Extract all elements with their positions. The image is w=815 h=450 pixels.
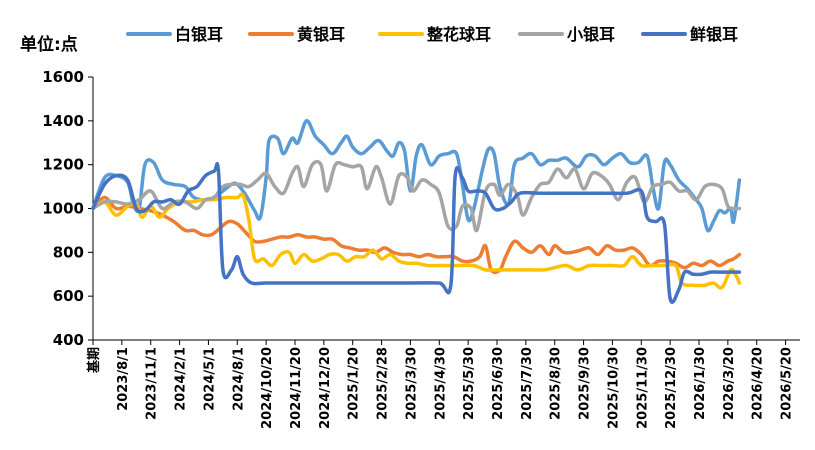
x-tick-label: 2026/1/30 [693, 347, 708, 420]
x-tick-label: 2025/12/30 [664, 347, 679, 429]
x-tick-label: 2025/11/30 [635, 347, 650, 429]
y-tick-label: 1000 [42, 200, 84, 218]
x-tick-label: 2024/12/20 [318, 347, 333, 429]
series-group [91, 119, 742, 304]
series-line-4 [91, 159, 742, 233]
y-tick-label: 400 [53, 331, 84, 349]
y-tick-label: 600 [53, 287, 84, 305]
x-tick-label: 2025/5/30 [462, 347, 477, 420]
series-line-1 [91, 119, 742, 233]
x-tick-label: 2024/8/1 [231, 347, 246, 411]
x-tick-label: 2023/8/1 [116, 347, 131, 411]
x-tick-label: 2026/5/20 [780, 347, 795, 420]
x-tick-label: 基期 [86, 347, 102, 374]
x-tick-label: 2025/3/30 [404, 347, 419, 420]
series-line-3 [91, 192, 742, 290]
legend-label: 鲜银耳 [690, 25, 738, 44]
legend-label: 白银耳 [175, 25, 223, 44]
x-tick-label: 2024/5/1 [202, 347, 217, 411]
series-line-5 [91, 162, 742, 304]
x-tick-label: 2026/3/20 [722, 347, 737, 420]
x-tick-label: 2024/2/1 [174, 347, 189, 411]
y-tick-label: 1600 [42, 68, 84, 86]
x-tick-label: 2024/10/20 [260, 347, 275, 429]
x-tick-label: 2025/6/30 [491, 347, 506, 420]
legend: 白银耳 黄银耳 整花球耳 小银耳 鲜银耳 [126, 25, 738, 44]
x-tick-label: 2024/11/20 [289, 347, 304, 429]
y-tick-label: 1400 [42, 112, 84, 130]
unit-label: 单位:点 [20, 34, 78, 55]
legend-label: 小银耳 [567, 25, 615, 44]
legend-label: 整花球耳 [426, 25, 491, 44]
x-tick-label: 2025/1/20 [347, 347, 362, 420]
x-tick-label: 2025/9/30 [578, 347, 593, 420]
x-tick-label: 2023/11/1 [145, 347, 160, 420]
y-axis: 400 600 800 1000 1200 1400 1600 [42, 68, 94, 349]
series-line-2 [91, 195, 742, 274]
x-tick-label: 2025/8/30 [549, 347, 564, 420]
x-axis: 基期 2023/8/1 2023/11/1 2024/2/1 2024/5/1 2024/… [86, 339, 800, 429]
y-tick-label: 800 [53, 243, 84, 261]
x-tick-label: 2025/2/28 [376, 347, 391, 420]
x-tick-label: 2025/10/30 [606, 347, 621, 429]
x-tick-label: 2025/4/30 [433, 347, 448, 420]
legend-label: 黄银耳 [297, 25, 345, 44]
x-tick-label: 2025/7/30 [520, 347, 535, 420]
y-tick-label: 1200 [42, 156, 84, 174]
x-tick-label: 2026/4/20 [751, 347, 766, 420]
